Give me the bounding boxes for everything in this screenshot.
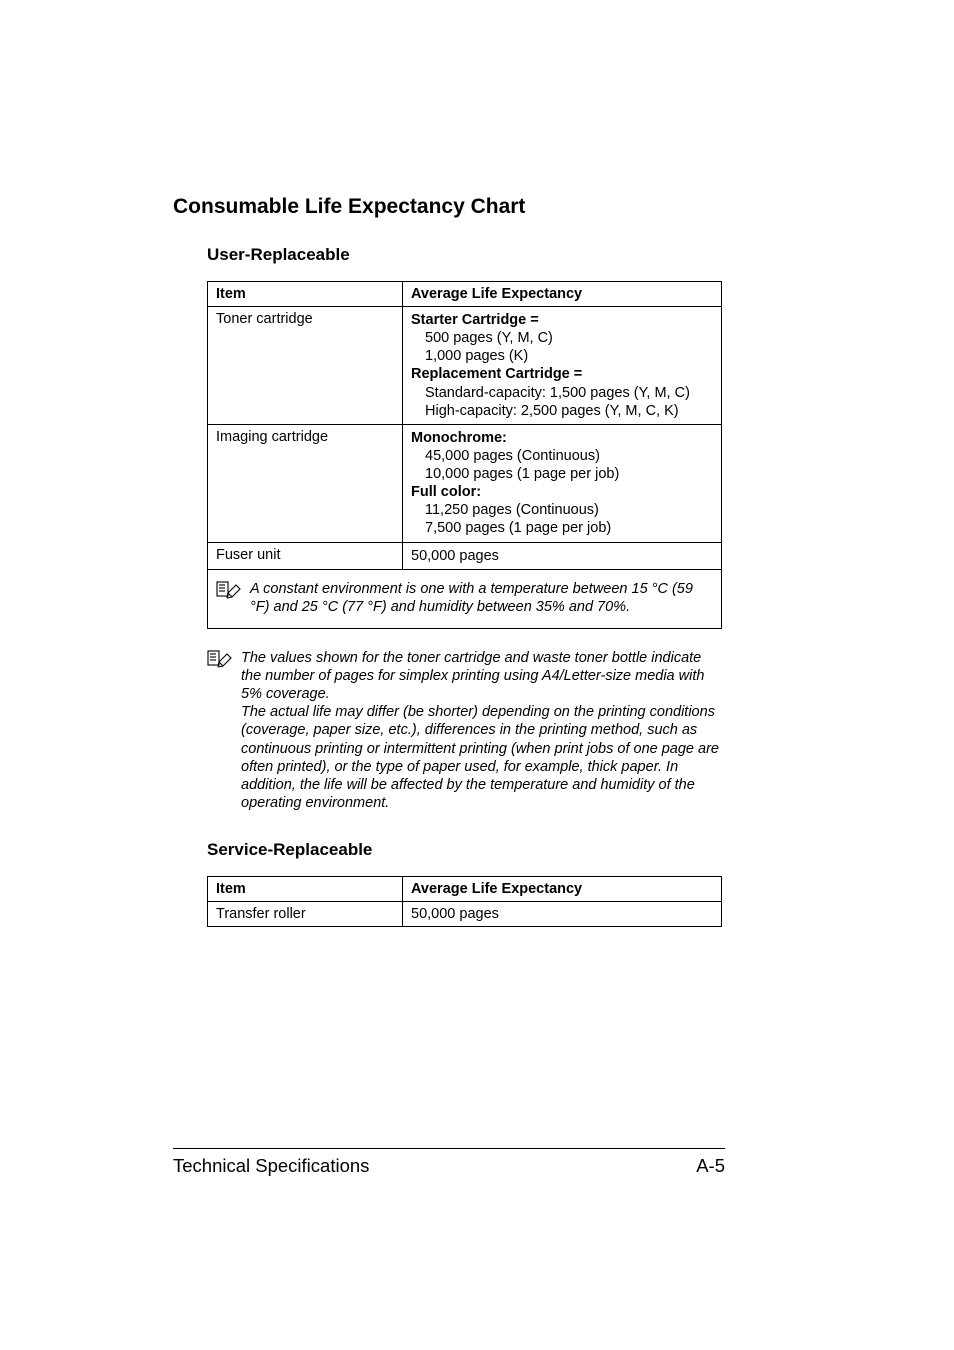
user-replaceable-table: Item Average Life Expectancy Toner cartr… bbox=[207, 281, 722, 629]
note-icon bbox=[216, 581, 244, 603]
cell-line: 10,000 pages (1 page per job) bbox=[411, 465, 713, 483]
footer-rule bbox=[173, 1148, 725, 1149]
cell-line: Full color: bbox=[411, 483, 713, 501]
table-row: Imaging cartridge Monochrome:45,000 page… bbox=[208, 424, 722, 542]
table-note-row: A constant environment is one with a tem… bbox=[208, 569, 722, 628]
cell-line: High-capacity: 2,500 pages (Y, M, C, K) bbox=[411, 402, 713, 420]
cell-item: Fuser unit bbox=[208, 542, 403, 569]
table-header-row: Item Average Life Expectancy bbox=[208, 877, 722, 902]
user-replaceable-heading: User-Replaceable bbox=[207, 245, 725, 265]
service-replaceable-heading: Service-Replaceable bbox=[207, 840, 725, 860]
table-note-cell: A constant environment is one with a tem… bbox=[208, 569, 722, 628]
col-life: Average Life Expectancy bbox=[403, 282, 722, 307]
service-replaceable-table: Item Average Life Expectancy Transfer ro… bbox=[207, 876, 722, 927]
cell-life: Starter Cartridge =500 pages (Y, M, C)1,… bbox=[403, 307, 722, 425]
page-content: Consumable Life Expectancy Chart User-Re… bbox=[173, 195, 725, 927]
table-row: Toner cartridge Starter Cartridge =500 p… bbox=[208, 307, 722, 425]
cell-line: Starter Cartridge = bbox=[411, 311, 713, 329]
cell-line: 500 pages (Y, M, C) bbox=[411, 329, 713, 347]
service-section: Service-Replaceable Item Average Life Ex… bbox=[173, 840, 725, 927]
cell-line: 11,250 pages (Continuous) bbox=[411, 501, 713, 519]
table-row: Transfer roller 50,000 pages bbox=[208, 902, 722, 927]
table-note-text: A constant environment is one with a tem… bbox=[250, 580, 713, 616]
cell-value: 50,000 pages bbox=[403, 902, 722, 927]
body-note: The values shown for the toner cartridge… bbox=[207, 649, 722, 812]
cell-line: 1,000 pages (K) bbox=[411, 347, 713, 365]
cell-line: 7,500 pages (1 page per job) bbox=[411, 519, 713, 537]
cell-line: 45,000 pages (Continuous) bbox=[411, 447, 713, 465]
footer-right: A-5 bbox=[696, 1155, 725, 1177]
col-item: Item bbox=[208, 877, 403, 902]
table-header-row: Item Average Life Expectancy bbox=[208, 282, 722, 307]
note-icon bbox=[207, 650, 235, 673]
cell-life: Monochrome:45,000 pages (Continuous)10,0… bbox=[403, 424, 722, 542]
cell-line: Standard-capacity: 1,500 pages (Y, M, C) bbox=[411, 384, 713, 402]
cell-item: Toner cartridge bbox=[208, 307, 403, 425]
col-life: Average Life Expectancy bbox=[403, 877, 722, 902]
page-footer: Technical Specifications A-5 bbox=[173, 1148, 725, 1177]
section-heading: Consumable Life Expectancy Chart bbox=[173, 195, 725, 219]
table-row: Fuser unit 50,000 pages bbox=[208, 542, 722, 569]
body-note-text: The values shown for the toner cartridge… bbox=[241, 649, 722, 812]
cell-item: Transfer roller bbox=[208, 902, 403, 927]
cell-line: Replacement Cartridge = bbox=[411, 365, 713, 383]
col-item: Item bbox=[208, 282, 403, 307]
cell-life: 50,000 pages bbox=[403, 542, 722, 569]
cell-item: Imaging cartridge bbox=[208, 424, 403, 542]
cell-line: Monochrome: bbox=[411, 429, 713, 447]
footer-left: Technical Specifications bbox=[173, 1155, 369, 1177]
cell-line: 50,000 pages bbox=[411, 547, 713, 565]
